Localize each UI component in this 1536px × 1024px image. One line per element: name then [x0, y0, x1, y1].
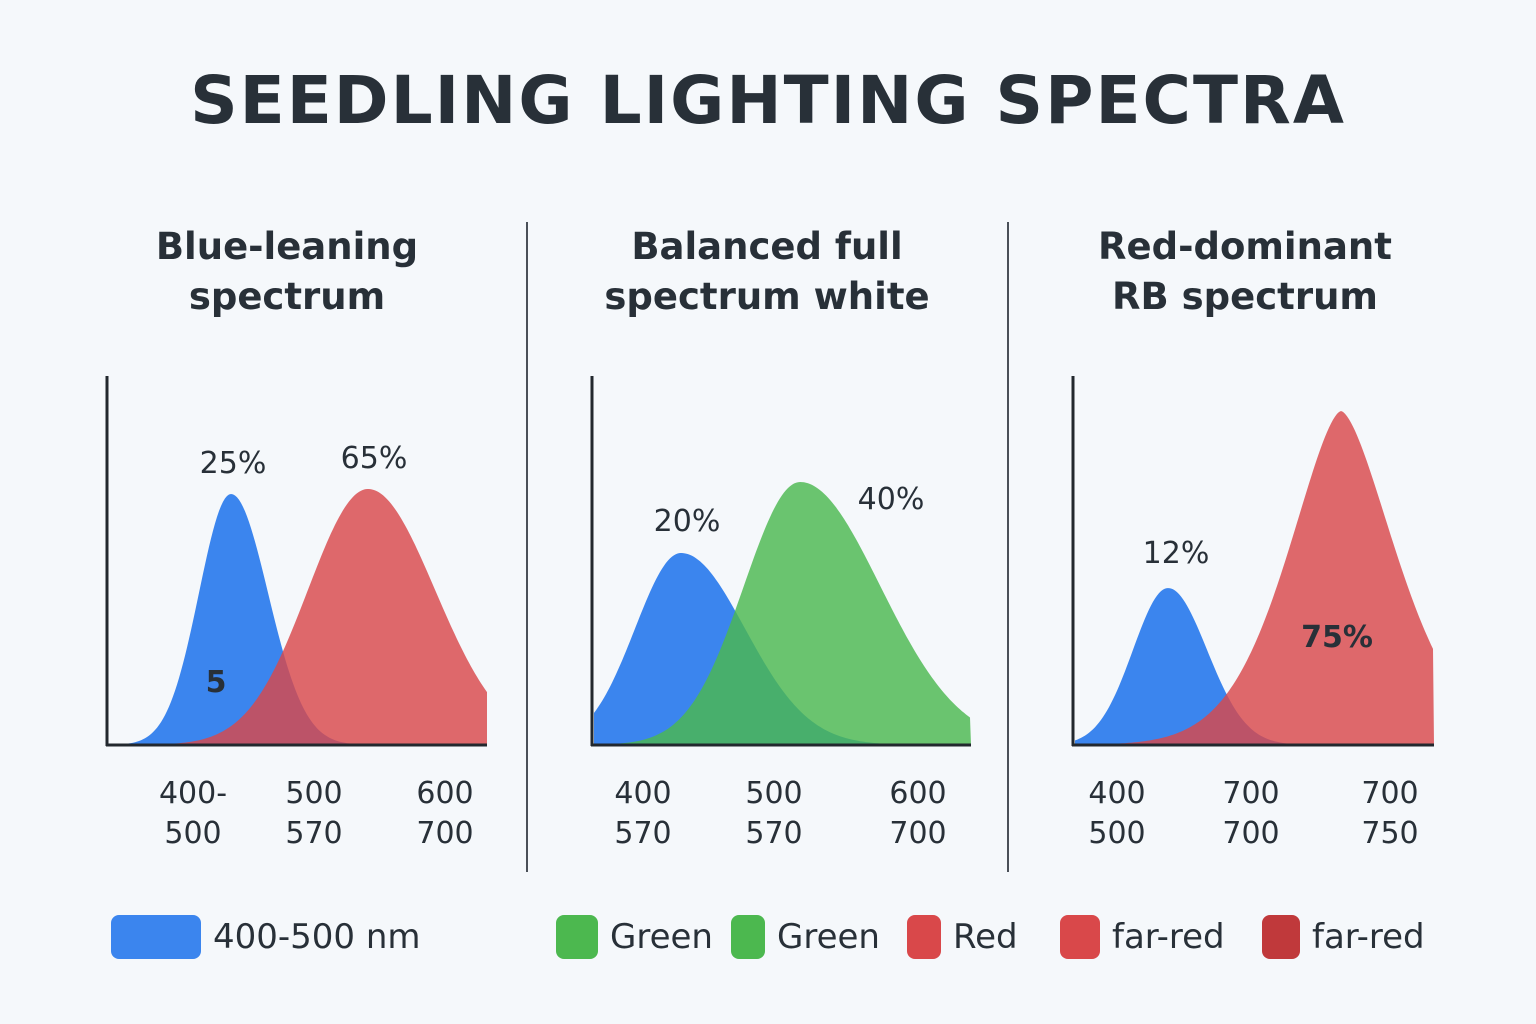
x-tick-label: 700	[1222, 816, 1279, 851]
x-tick-label: 700	[1361, 776, 1418, 811]
spectrum-area-2	[109, 489, 487, 745]
panel-title-line-1: Red-dominant	[1098, 225, 1392, 268]
spectrum-area-2	[1075, 411, 1434, 745]
x-tick-label: 750	[1361, 816, 1418, 851]
x-tick-label: 500	[1088, 816, 1145, 851]
peak-label: 12%	[1143, 536, 1210, 571]
panel-title-blue-leaning: Blue-leaning spectrum	[87, 222, 487, 322]
panel-title-line-1: Blue-leaning	[155, 225, 419, 268]
spectrum-area-2	[594, 482, 971, 745]
peak-label: 40%	[858, 482, 925, 517]
x-tick-label: 570	[745, 816, 802, 851]
panel-divider	[526, 222, 528, 872]
spectrum-area-1	[109, 494, 487, 745]
x-tick-label: 500	[745, 776, 802, 811]
panel-title-line-2: spectrum	[188, 275, 386, 318]
x-tick-label: 700	[889, 816, 946, 851]
x-tick-label: 500	[285, 776, 342, 811]
x-tick-label: 700	[416, 816, 473, 851]
spectrum-area-1	[594, 553, 971, 745]
x-tick-label: 570	[285, 816, 342, 851]
panel-title-line-2: RB spectrum	[1112, 275, 1378, 318]
peak-label: 65%	[341, 441, 408, 476]
peak-label: 75%	[1301, 620, 1373, 655]
panel-title-line-1: Balanced full	[631, 225, 903, 268]
panel-title-line-2: spectrum white	[604, 275, 930, 318]
x-tick-label: 570	[614, 816, 671, 851]
x-tick-label: 600	[416, 776, 473, 811]
x-tick-label: 400	[614, 776, 671, 811]
chart-title: SEEDLING LIGHTING SPECTRA	[190, 62, 1346, 139]
panel-divider	[1007, 222, 1009, 872]
peak-label: 25%	[200, 446, 267, 481]
x-tick-label: 400-	[159, 776, 227, 811]
spectrum-area-1	[1075, 588, 1434, 745]
x-tick-label: 600	[889, 776, 946, 811]
x-tick-label: 500	[164, 816, 221, 851]
panel-title-balanced: Balanced full spectrum white	[567, 222, 967, 322]
spectrum-chart-2: 20% 40% 400 570 500 570 600 700	[590, 376, 971, 851]
peak-label: 20%	[654, 504, 721, 539]
inner-label: 5	[206, 665, 227, 700]
spectrum-chart-3: 12% 75% 400 500 700 700 700 750	[1071, 376, 1434, 851]
panel-title-red-dominant: Red-dominant RB spectrum	[1045, 222, 1445, 322]
x-tick-label: 400	[1088, 776, 1145, 811]
spectrum-chart-1: 25% 5 65% 400- 500 500 570 600 700	[105, 376, 487, 851]
x-tick-label: 700	[1222, 776, 1279, 811]
